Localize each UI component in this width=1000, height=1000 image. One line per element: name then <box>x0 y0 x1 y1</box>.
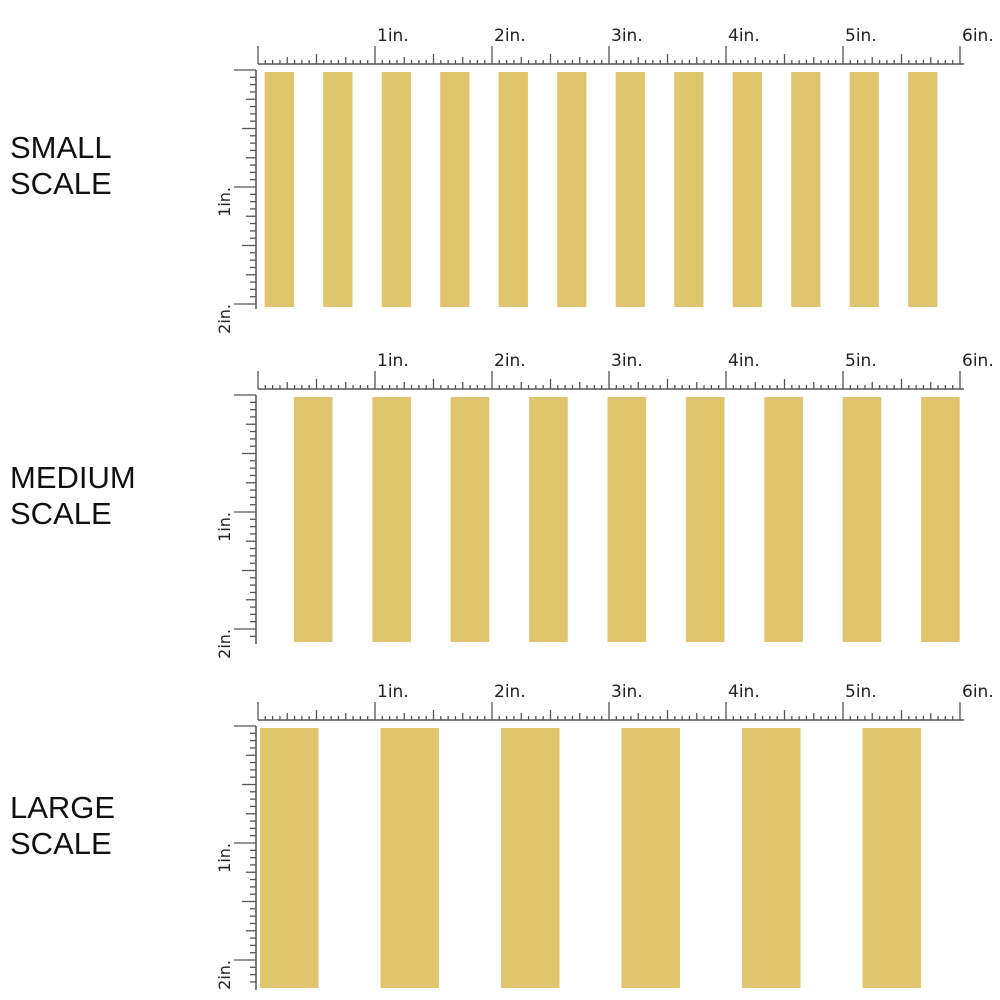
scale-label-line1: MEDIUM <box>10 460 136 495</box>
scale-label-large: LARGE SCALE <box>10 790 115 862</box>
stripe <box>742 728 801 988</box>
ruler-top-label: 1in. <box>377 682 409 702</box>
ruler-top-label: 4in. <box>728 682 760 702</box>
stripe <box>862 728 922 988</box>
stripe <box>498 72 528 307</box>
stripe <box>293 397 333 642</box>
stripe <box>529 397 568 642</box>
panel-medium: MEDIUM SCALE 1in. 2in. 3in. 4in. 5in. 6in. 1in… <box>0 330 1000 660</box>
stripe <box>607 397 647 642</box>
ruler-top-label: 2in. <box>494 26 526 46</box>
stripe <box>732 72 762 307</box>
ruler-medium: 1in. 2in. 3in. 4in. 5in. 6in. 1in. 2in. <box>215 351 994 659</box>
ruler-top-label: 2in. <box>494 351 526 371</box>
ruler-left-label: 1in. <box>215 843 234 873</box>
stripe <box>621 728 681 988</box>
scale-label-line1: SMALL <box>10 130 112 165</box>
scale-label-small: SMALL SCALE <box>10 130 112 202</box>
ruler-top-label: 3in. <box>611 351 643 371</box>
stripe <box>764 397 803 642</box>
stripe <box>615 72 645 307</box>
ruler-top-label: 3in. <box>611 682 643 702</box>
ruler-left-label: 1in. <box>215 512 234 542</box>
ruler-top-label: 1in. <box>377 26 409 46</box>
stripe <box>842 397 882 642</box>
ruler-left-label: 1in. <box>215 187 234 217</box>
stripe <box>921 397 960 642</box>
ruler-left-label: 2in. <box>215 960 234 990</box>
ruler-top-label: 4in. <box>728 351 760 371</box>
ruler-top-label: 5in. <box>845 351 877 371</box>
stripe <box>685 397 725 642</box>
ruler-top-label: 6in. <box>962 351 994 371</box>
stripe <box>440 72 470 307</box>
ruler-top-label: 4in. <box>728 26 760 46</box>
stripe <box>849 72 879 307</box>
stripe <box>557 72 587 307</box>
ruler-top-label: 6in. <box>962 682 994 702</box>
stripe <box>908 72 938 307</box>
stripe <box>501 728 560 988</box>
scale-label-line2: SCALE <box>10 166 112 201</box>
ruler-top-label: 6in. <box>962 26 994 46</box>
ruler-top-label: 5in. <box>845 682 877 702</box>
stripe <box>264 72 294 307</box>
stripe <box>450 397 490 642</box>
stripe <box>372 397 411 642</box>
stripe <box>381 72 411 307</box>
stripe <box>791 72 821 307</box>
panel-small: SMALL SCALE 1in. 2in. 3in. 4in. 5in. 6in. 1in.… <box>0 0 1000 334</box>
stripe <box>260 728 319 988</box>
ruler-left-label: 2in. <box>215 629 234 659</box>
ruler-top-label: 1in. <box>377 351 409 371</box>
ruler-small: 1in. 2in. 3in. 4in. 5in. 6in. 1in. 2in. <box>215 26 994 334</box>
ruler-top-label: 2in. <box>494 682 526 702</box>
stripe <box>380 728 440 988</box>
scale-label-line1: LARGE <box>10 790 116 825</box>
scale-label-line2: SCALE <box>10 496 112 531</box>
ruler-top-label: 5in. <box>845 26 877 46</box>
panel-large: LARGE SCALE 1in. 2in. 3in. 4in. 5in. 6in. 1in.… <box>0 660 1000 990</box>
scale-label-medium: MEDIUM SCALE <box>10 460 136 532</box>
ruler-large: 1in. 2in. 3in. 4in. 5in. 6in. 1in. 2in. <box>215 682 994 990</box>
scale-label-line2: SCALE <box>10 826 112 861</box>
ruler-top-label: 3in. <box>611 26 643 46</box>
stripe <box>674 72 704 307</box>
stripe <box>323 72 353 307</box>
ruler-left-label: 2in. <box>215 304 234 334</box>
